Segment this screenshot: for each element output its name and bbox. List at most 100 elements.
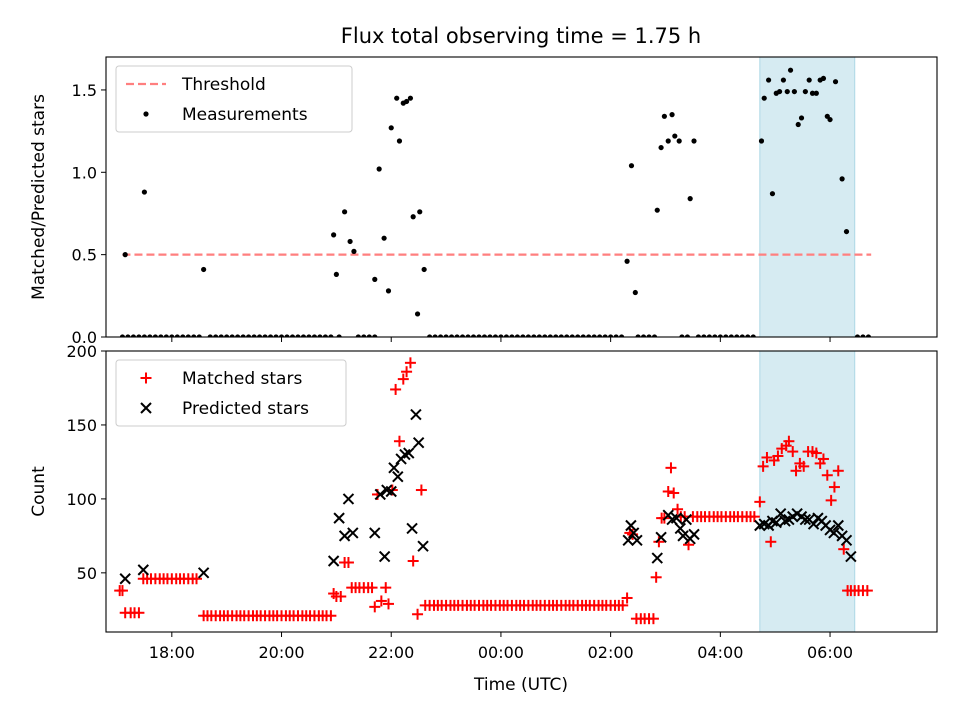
measurement-point bbox=[646, 334, 652, 337]
measurement-point bbox=[396, 138, 403, 144]
measurement-point bbox=[766, 77, 772, 83]
measurement-point bbox=[414, 311, 421, 317]
predicted-star-stroke bbox=[417, 540, 429, 552]
matched-star-point bbox=[817, 453, 829, 465]
predicted-star-stroke bbox=[791, 507, 803, 520]
predicted-star-point bbox=[137, 564, 150, 576]
matched-star-point bbox=[825, 494, 837, 506]
predicted-star-point bbox=[688, 528, 700, 541]
predicted-star-point bbox=[631, 534, 643, 547]
bottom-axes: 50 100 150 200 18:00 20:00 22:00 00:00 02:00 04:0… bbox=[66, 342, 938, 662]
matched-star-point bbox=[810, 447, 822, 459]
matched-star-point bbox=[335, 591, 347, 603]
predicted-star-stroke bbox=[845, 550, 857, 563]
measurement-point bbox=[481, 334, 488, 337]
measurement-point bbox=[251, 334, 257, 337]
measurement-point bbox=[654, 207, 660, 213]
legend-box bbox=[115, 359, 347, 427]
matched-star-point bbox=[393, 435, 405, 447]
measurement-point bbox=[624, 258, 630, 264]
legend-label: Threshold bbox=[181, 75, 266, 95]
x-axis-label: Time (UTC) bbox=[473, 675, 568, 695]
measurement-point bbox=[196, 334, 202, 337]
predicted-star-point bbox=[327, 555, 340, 567]
legend-label: Predicted stars bbox=[182, 399, 309, 419]
measurement-point bbox=[437, 334, 444, 337]
measurement-point bbox=[780, 77, 787, 83]
measurement-point bbox=[586, 334, 592, 337]
y-tick-label: 150 bbox=[66, 416, 97, 435]
measurement-point bbox=[569, 334, 575, 337]
measurement-point bbox=[672, 133, 678, 139]
predicted-star-stroke bbox=[651, 552, 663, 564]
measurement-point bbox=[558, 334, 564, 337]
predicted-star-point bbox=[680, 513, 693, 526]
predicted-star-stroke bbox=[342, 493, 355, 505]
matched-star-point bbox=[617, 599, 629, 611]
bottom-y-axis-label: Count bbox=[29, 466, 49, 517]
measurement-point bbox=[580, 334, 586, 337]
predicted-star-stroke bbox=[774, 507, 787, 520]
measurement-point bbox=[687, 196, 693, 202]
measurement-point bbox=[427, 334, 433, 337]
measurement-point bbox=[776, 88, 783, 95]
measurement-point bbox=[119, 334, 126, 337]
predicted-star-stroke bbox=[627, 527, 640, 539]
measurement-point bbox=[152, 334, 158, 337]
measurement-point bbox=[525, 334, 531, 337]
matched-star-point bbox=[191, 573, 203, 585]
measurement-point bbox=[608, 334, 614, 337]
top-y-axis-label: Matched/Predicted stars bbox=[29, 94, 49, 300]
matched-star-point bbox=[380, 582, 392, 594]
measurement-point bbox=[476, 334, 482, 337]
measurement-point bbox=[520, 334, 526, 337]
measurement-point bbox=[820, 75, 827, 82]
matched-star-point bbox=[404, 357, 416, 369]
measurement-point bbox=[125, 334, 131, 337]
y-tick-label: 100 bbox=[66, 490, 97, 509]
x-tick-label: 06:00 bbox=[807, 643, 853, 662]
matched-star-point bbox=[342, 556, 354, 568]
y-tick-label: 1.5 bbox=[72, 81, 97, 100]
matched-star-point bbox=[133, 607, 145, 619]
measurement-point bbox=[679, 334, 685, 337]
measurement-point bbox=[421, 266, 427, 273]
axes-frame bbox=[105, 56, 938, 338]
predicted-star-point bbox=[828, 527, 840, 539]
axes-frame bbox=[105, 350, 938, 633]
matched-star-point bbox=[832, 465, 844, 477]
measurement-point bbox=[407, 95, 414, 101]
measurement-point bbox=[169, 334, 175, 337]
matched-star-point bbox=[369, 601, 381, 613]
measurement-point bbox=[246, 334, 252, 337]
predicted-star-point bbox=[770, 516, 782, 529]
measurement-point bbox=[695, 334, 701, 337]
legend-predicted-swatch bbox=[140, 402, 152, 414]
predicted-star-stroke bbox=[832, 519, 844, 532]
measurement-point bbox=[591, 334, 597, 337]
measurement-point bbox=[487, 334, 493, 337]
x-tick-label: 00:00 bbox=[478, 643, 524, 662]
series-group bbox=[119, 67, 872, 337]
matched-star-point bbox=[647, 613, 659, 625]
measurement-point bbox=[635, 334, 641, 337]
predicted-star-point bbox=[338, 530, 351, 542]
measurement-point bbox=[448, 334, 455, 337]
predicted-star-point bbox=[655, 531, 667, 544]
predicted-star-stroke bbox=[840, 534, 853, 547]
matched-star-point bbox=[401, 366, 413, 378]
measurement-point bbox=[185, 334, 191, 337]
measurement-point bbox=[745, 334, 751, 337]
matched-star-point bbox=[621, 592, 633, 604]
chart-title: Flux total observing time = 1.75 h bbox=[341, 24, 701, 48]
y-tick-label: 200 bbox=[66, 342, 97, 361]
measurement-point bbox=[802, 88, 808, 95]
matched-star-point bbox=[653, 536, 665, 548]
measurement-point bbox=[130, 334, 137, 337]
measurement-point bbox=[328, 334, 334, 337]
predicted-star-point bbox=[406, 522, 418, 535]
measurement-point bbox=[347, 238, 353, 245]
matched-star-point bbox=[861, 585, 873, 597]
measurement-point bbox=[798, 115, 805, 121]
measurement-point bbox=[827, 116, 833, 123]
